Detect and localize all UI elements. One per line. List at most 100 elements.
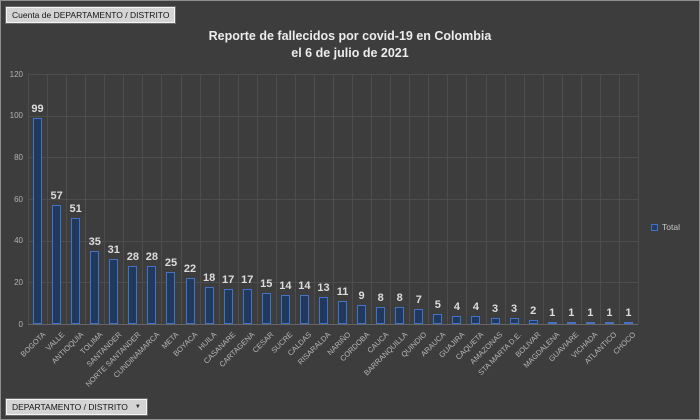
bar: [204, 286, 214, 324]
gridline-x: [275, 74, 277, 324]
bar: [471, 315, 481, 324]
gridline-x: [504, 74, 506, 324]
y-axis-tick-label: 40: [14, 236, 23, 246]
y-axis-tick-label: 100: [9, 111, 23, 121]
bar-value-label: 14: [279, 279, 292, 292]
bar: [566, 321, 576, 324]
gridline-x: [199, 74, 201, 324]
bar-value-label: 2: [530, 304, 537, 317]
pivot-value-field-button[interactable]: Cuenta de DEPARTAMENTO / DISTRITO: [6, 7, 176, 23]
gridline-x: [104, 74, 106, 324]
y-axis-tick-label: 20: [14, 277, 23, 287]
gridline-x: [28, 74, 29, 324]
bar: [376, 307, 386, 324]
gridline-x: [333, 74, 334, 324]
chart-subtitle: el 6 de julio de 2021: [291, 46, 409, 60]
bar: [452, 315, 462, 324]
gridline-x: [237, 74, 239, 324]
x-axis-category-label: BOGOTA: [18, 330, 47, 359]
bar: [185, 278, 195, 324]
gridline-x: [542, 74, 544, 324]
gridline-x: [371, 74, 373, 324]
bar-value-label: 4: [453, 300, 460, 313]
bar: [223, 288, 233, 324]
bar-value-label: 25: [164, 256, 178, 269]
gridline-x: [618, 74, 620, 324]
bar-value-label: 3: [491, 302, 499, 315]
gridline-x: [218, 74, 220, 324]
bar: [90, 251, 100, 324]
y-axis-tick-label: 120: [9, 69, 23, 79]
gridline-x: [161, 74, 163, 324]
bar-value-label: 22: [183, 263, 197, 276]
bar-value-label: 8: [377, 292, 384, 305]
bar-value-label: 4: [472, 300, 480, 313]
gridline-x: [466, 74, 468, 324]
bar: [547, 321, 557, 324]
gridline-x: [123, 74, 125, 324]
bar: [166, 271, 176, 324]
gridline-x: [256, 74, 258, 324]
bar: [242, 288, 252, 324]
gridline-x: [580, 74, 582, 324]
bar-value-label: 5: [434, 298, 441, 311]
gridline-x: [47, 74, 49, 324]
dropdown-arrow-icon: ▼: [134, 404, 141, 410]
bar-value-label: 18: [202, 271, 216, 284]
bar-value-label: 1: [606, 306, 613, 319]
bar: [318, 296, 328, 324]
bar: [490, 317, 500, 324]
bar: [147, 265, 157, 324]
gridline-x: [599, 74, 601, 324]
bar: [414, 309, 424, 324]
bar: [71, 217, 81, 324]
gridline-x: [638, 74, 639, 324]
chart-title-block: Reporte de fallecidos por covid-19 en Co…: [1, 28, 699, 62]
bar: [395, 307, 405, 324]
bar: [338, 301, 348, 324]
bar-value-label: 35: [88, 236, 101, 249]
bar: [109, 259, 119, 324]
bar-value-label: 3: [511, 302, 518, 315]
bar-value-label: 14: [298, 279, 311, 292]
bar-value-label: 1: [625, 306, 632, 319]
bar: [585, 321, 595, 324]
bar-value-label: 15: [260, 277, 273, 290]
bar: [299, 294, 309, 324]
gridline-x: [428, 74, 430, 324]
bar-value-label: 1: [549, 306, 556, 319]
gridline-x: [523, 74, 525, 324]
gridline-y: [28, 324, 638, 325]
bar: [509, 317, 519, 324]
bar-value-label: 17: [241, 273, 254, 286]
gridline-x: [294, 74, 296, 324]
y-axis-tick-label: 0: [18, 319, 23, 329]
pivot-value-field-label: Cuenta de DEPARTAMENTO / DISTRITO: [12, 10, 170, 20]
bar: [52, 205, 62, 324]
bar-value-label: 28: [126, 250, 139, 263]
bar: [280, 294, 290, 324]
y-axis-tick-label: 60: [14, 194, 23, 204]
y-axis-tick-label: 80: [14, 152, 23, 162]
gridline-x: [180, 74, 182, 324]
bar-value-label: 31: [107, 244, 120, 257]
gridline-x: [561, 74, 563, 324]
axis-field-label: DEPARTAMENTO / DISTRITO: [12, 402, 128, 412]
bar: [357, 305, 367, 324]
bar: [604, 321, 614, 324]
gridline-x: [85, 74, 87, 324]
bar: [128, 265, 138, 324]
bar-value-label: 8: [396, 292, 403, 305]
bar-value-label: 1: [568, 306, 575, 319]
gridline-x: [313, 74, 315, 324]
bar: [528, 319, 538, 324]
bar-value-label: 51: [69, 202, 82, 215]
gridline-x: [142, 74, 144, 324]
gridline-x: [485, 74, 487, 324]
legend-label: Total: [662, 222, 680, 232]
gridline-x: [447, 74, 449, 324]
bar-value-label: 11: [336, 286, 349, 299]
axis-field-button[interactable]: DEPARTAMENTO / DISTRITO ▼: [6, 399, 147, 415]
bar: [623, 321, 633, 324]
